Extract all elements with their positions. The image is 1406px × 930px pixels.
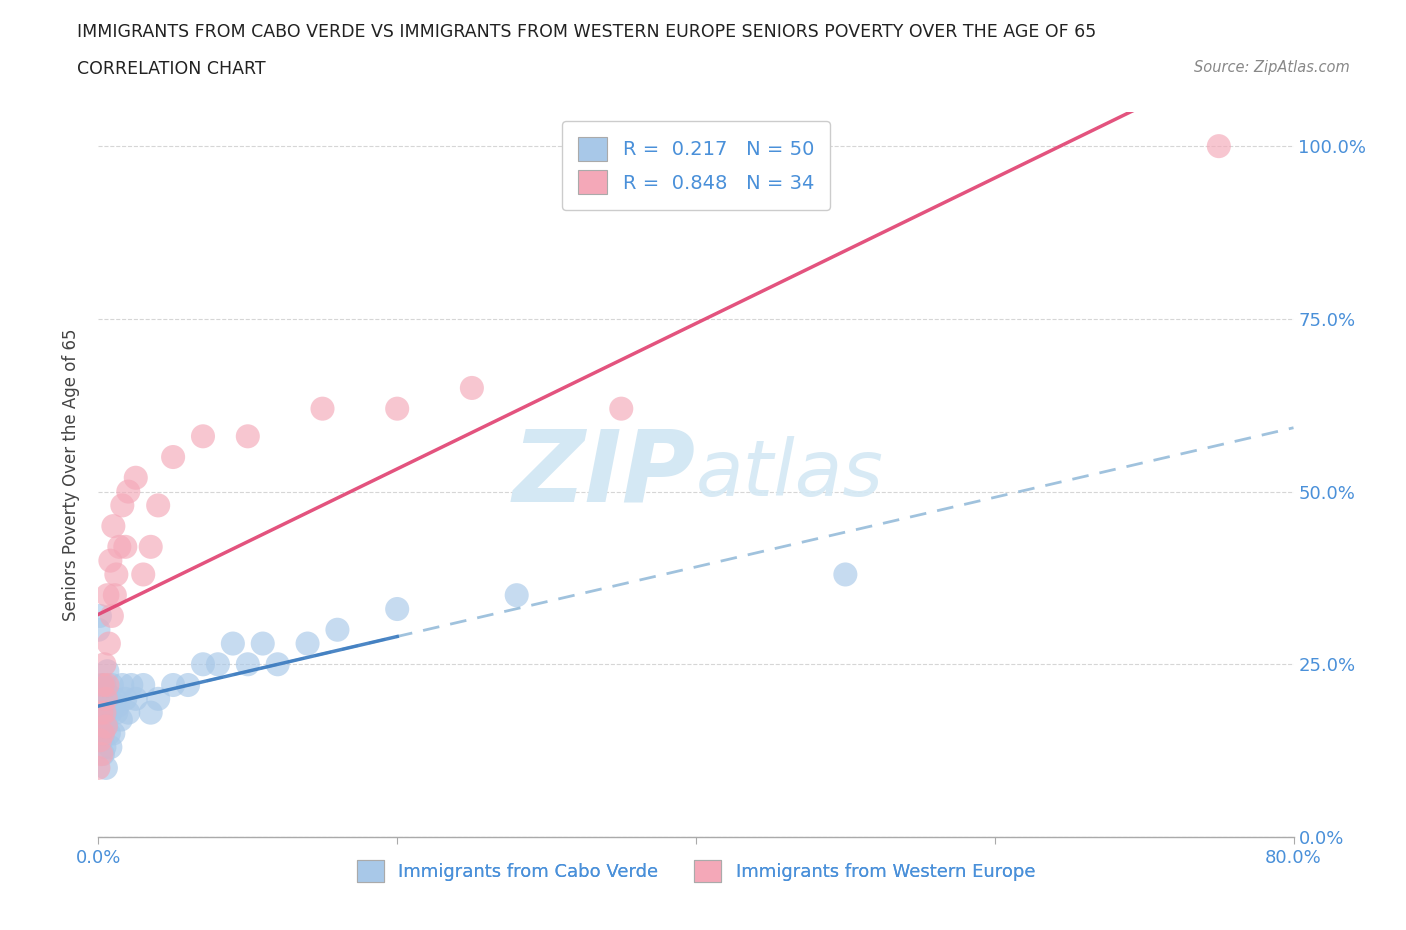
Point [91, 705, 114, 720]
Point [139, 539, 162, 554]
Point [96, 678, 118, 693]
Point [139, 705, 162, 720]
Point [111, 678, 134, 693]
Point [162, 678, 184, 693]
Point [506, 588, 529, 603]
Point [90, 747, 112, 762]
Text: atlas: atlas [696, 436, 884, 512]
Point [148, 498, 170, 512]
Point [132, 567, 155, 582]
Point [94, 691, 117, 706]
Point [90, 678, 112, 693]
Point [104, 588, 127, 603]
Point [385, 401, 409, 416]
Point [105, 567, 128, 582]
Point [98, 739, 122, 754]
Point [311, 401, 333, 416]
Point [610, 401, 633, 416]
Point [385, 602, 409, 617]
Point [91, 726, 114, 741]
Point [236, 429, 259, 444]
Point [191, 429, 214, 444]
Point [96, 664, 118, 679]
Point [120, 678, 142, 693]
Point [94, 684, 117, 699]
Point [103, 726, 125, 741]
Point [252, 636, 274, 651]
Point [97, 636, 120, 651]
Point [103, 519, 125, 534]
Point [89, 733, 111, 748]
Point [90, 705, 112, 720]
Point [90, 712, 112, 727]
Point [132, 678, 155, 693]
Point [93, 698, 115, 713]
Point [91, 691, 114, 706]
Legend: Immigrants from Cabo Verde, Immigrants from Western Europe: Immigrants from Cabo Verde, Immigrants f… [349, 853, 1043, 890]
Point [93, 739, 115, 754]
Point [114, 539, 136, 554]
Point [93, 657, 115, 671]
Point [91, 678, 114, 693]
Point [125, 691, 148, 706]
Point [98, 553, 122, 568]
Text: Source: ZipAtlas.com: Source: ZipAtlas.com [1194, 60, 1350, 75]
Text: IMMIGRANTS FROM CABO VERDE VS IMMIGRANTS FROM WESTERN EUROPE SENIORS POVERTY OVE: IMMIGRANTS FROM CABO VERDE VS IMMIGRANTS… [77, 23, 1097, 41]
Point [110, 712, 132, 727]
Point [101, 678, 124, 693]
Point [111, 498, 134, 512]
Point [91, 747, 114, 762]
Point [104, 691, 127, 706]
Point [89, 608, 111, 623]
Point [98, 705, 122, 720]
Point [97, 691, 120, 706]
Point [148, 691, 170, 706]
Point [191, 657, 214, 671]
Point [222, 636, 245, 651]
Point [125, 471, 148, 485]
Text: CORRELATION CHART: CORRELATION CHART [77, 60, 266, 78]
Point [236, 657, 259, 671]
Point [97, 726, 120, 741]
Point [207, 657, 229, 671]
Point [89, 691, 111, 706]
Point [93, 678, 115, 693]
Point [103, 698, 125, 713]
Point [96, 588, 118, 603]
Point [267, 657, 290, 671]
Point [107, 698, 129, 713]
Point [101, 608, 124, 623]
Point [91, 726, 114, 741]
Point [461, 380, 484, 395]
Point [326, 622, 349, 637]
Point [834, 567, 856, 582]
Point [117, 705, 139, 720]
Point [162, 449, 184, 464]
Point [94, 719, 117, 734]
Point [93, 705, 115, 720]
Point [1208, 139, 1230, 153]
Point [117, 485, 139, 499]
Point [87, 761, 110, 776]
Point [105, 705, 128, 720]
Point [94, 761, 117, 776]
Y-axis label: Seniors Poverty Over the Age of 65: Seniors Poverty Over the Age of 65 [62, 328, 80, 620]
Point [96, 705, 118, 720]
Point [114, 691, 136, 706]
Point [87, 622, 110, 637]
Point [177, 678, 200, 693]
Point [297, 636, 319, 651]
Point [94, 719, 117, 734]
Text: ZIP: ZIP [513, 426, 696, 523]
Point [108, 539, 131, 554]
Point [90, 733, 112, 748]
